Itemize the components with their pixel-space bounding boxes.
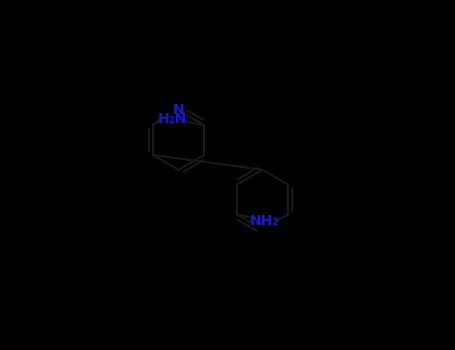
Text: H₂N: H₂N xyxy=(158,112,187,126)
Text: N: N xyxy=(173,103,184,117)
Text: NH₂: NH₂ xyxy=(250,214,279,228)
